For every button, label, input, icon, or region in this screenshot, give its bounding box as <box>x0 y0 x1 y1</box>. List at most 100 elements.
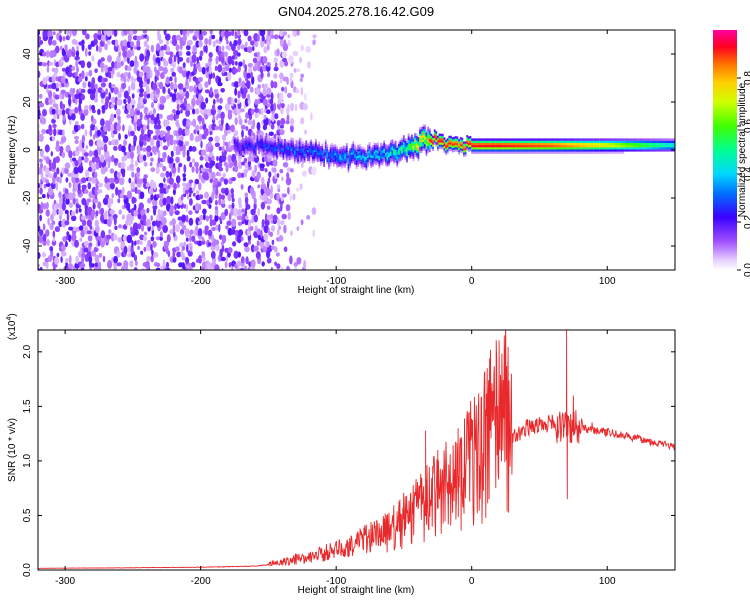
heatmap-cell <box>279 220 285 226</box>
heatmap-cell <box>306 143 309 146</box>
heatmap-cell <box>632 142 634 146</box>
heatmap-cell <box>295 139 298 143</box>
heatmap-cell <box>142 154 147 162</box>
heatmap-cell <box>607 149 610 152</box>
heatmap-cell <box>424 128 426 132</box>
heatmap-cell <box>497 140 499 143</box>
heatmap-cell <box>550 144 553 148</box>
heatmap-cell <box>497 149 499 152</box>
heatmap-cell <box>415 153 418 156</box>
heatmap-cell <box>609 142 612 146</box>
heatmap-cell <box>326 144 329 147</box>
heatmap-cell <box>516 140 519 143</box>
heatmap-cell <box>375 143 377 146</box>
heatmap-cell <box>515 144 517 148</box>
heatmap-cell <box>401 157 403 161</box>
heatmap-cell <box>424 131 426 134</box>
heatmap-cell <box>624 144 626 148</box>
heatmap-cell <box>411 141 413 144</box>
heatmap-cell <box>560 142 563 146</box>
heatmap-cell <box>523 144 525 148</box>
heatmap-cell <box>114 225 118 230</box>
heatmap-cell <box>508 138 511 141</box>
heatmap-cell <box>74 160 79 167</box>
heatmap-cell <box>220 256 227 262</box>
heatmap-cell <box>619 144 621 148</box>
heatmap-cell <box>107 66 113 72</box>
heatmap-cell <box>375 151 377 155</box>
heatmap-cell <box>565 147 568 150</box>
heatmap-cell <box>266 149 268 152</box>
heatmap-cell <box>207 229 213 237</box>
heatmap-cell <box>263 142 265 146</box>
heatmap-cell <box>224 261 228 269</box>
heatmap-cell <box>550 142 553 146</box>
heatmap-cell <box>261 35 265 42</box>
heatmap-cell <box>264 137 267 141</box>
heatmap-cell <box>217 162 223 168</box>
heatmap-cell <box>142 177 147 184</box>
heatmap-cell <box>222 172 226 178</box>
heatmap-cell <box>414 143 416 147</box>
heatmap-cell <box>97 75 103 83</box>
heatmap-cell <box>544 151 547 154</box>
heatmap-cell <box>311 207 317 215</box>
heatmap-cell <box>243 171 247 178</box>
heatmap-cell <box>74 139 79 144</box>
heatmap-cell <box>103 143 108 153</box>
heatmap-cell <box>303 151 306 154</box>
heatmap-cell <box>213 88 219 94</box>
heatmap-cell <box>89 128 93 137</box>
heatmap-cell <box>380 162 382 165</box>
heatmap-cell <box>234 55 238 60</box>
heatmap-cell <box>238 144 241 148</box>
heatmap-cell <box>188 217 194 226</box>
heatmap-cell <box>406 138 408 141</box>
heatmap-cell <box>180 99 183 105</box>
heatmap-cell <box>554 147 556 150</box>
heatmap-cell <box>323 151 325 154</box>
heatmap-cell <box>399 144 402 147</box>
heatmap-cell <box>139 97 144 106</box>
heatmap-cell <box>318 154 321 157</box>
heatmap-cell <box>345 158 348 161</box>
heatmap-cell <box>281 176 284 182</box>
heatmap-cell <box>445 146 447 149</box>
heatmap-cell <box>182 66 186 71</box>
heatmap-cell <box>485 144 488 148</box>
heatmap-cell <box>284 141 286 144</box>
heatmap-cell <box>389 147 392 150</box>
heatmap-cell <box>68 226 74 231</box>
heatmap-cell <box>303 260 307 269</box>
heatmap-cell <box>113 87 119 95</box>
heatmap-cell <box>528 149 530 152</box>
heatmap-cell <box>528 147 530 150</box>
heatmap-cell <box>480 140 483 143</box>
heatmap-cell <box>425 151 428 154</box>
heatmap-cell <box>355 151 358 154</box>
heatmap-cell <box>250 149 252 152</box>
heatmap-cell <box>254 41 259 48</box>
heatmap-cell <box>655 149 657 152</box>
heatmap-cell <box>328 165 330 168</box>
heatmap-cell <box>298 152 301 156</box>
heatmap-cell <box>459 137 462 140</box>
heatmap-cell <box>303 129 308 135</box>
heatmap-cell <box>198 182 202 191</box>
heatmap-cell <box>54 257 60 265</box>
heatmap-cell <box>44 144 50 153</box>
heatmap-cell <box>165 119 170 126</box>
heatmap-cell <box>191 146 197 152</box>
heatmap-cell <box>253 197 257 205</box>
heatmap-cell <box>399 150 402 153</box>
heatmap-cell <box>404 138 407 141</box>
heatmap-cell <box>38 57 41 62</box>
heatmap-cell <box>245 135 247 139</box>
heatmap-cell <box>282 146 285 150</box>
heatmap-cell <box>448 146 451 149</box>
heatmap-cell <box>424 135 426 138</box>
heatmap-cell <box>534 149 537 152</box>
heatmap-cell <box>362 157 364 161</box>
heatmap-cell <box>372 151 374 154</box>
